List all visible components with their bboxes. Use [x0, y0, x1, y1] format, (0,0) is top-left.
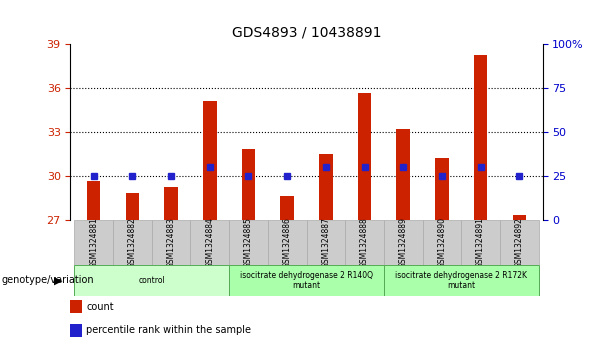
Bar: [474, 55, 487, 220]
Bar: [74, 220, 113, 265]
Text: ▶: ▶: [54, 276, 63, 285]
Text: genotype/variation: genotype/variation: [1, 276, 94, 285]
Bar: [74, 265, 229, 296]
Text: GSM1324882: GSM1324882: [128, 217, 137, 268]
Bar: [319, 154, 333, 220]
Text: GSM1324887: GSM1324887: [321, 217, 330, 268]
Text: count: count: [86, 302, 114, 312]
Bar: [345, 220, 384, 265]
Bar: [191, 220, 229, 265]
Bar: [87, 182, 101, 220]
Bar: [203, 101, 216, 220]
Bar: [384, 265, 539, 296]
Bar: [164, 187, 178, 220]
Bar: [461, 220, 500, 265]
Bar: [435, 158, 449, 220]
Bar: [397, 129, 410, 220]
Bar: [229, 220, 268, 265]
Bar: [126, 193, 139, 220]
Text: GSM1324886: GSM1324886: [283, 217, 292, 268]
Bar: [152, 220, 191, 265]
Bar: [500, 220, 539, 265]
Text: isocitrate dehydrogenase 2 R140Q
mutant: isocitrate dehydrogenase 2 R140Q mutant: [240, 271, 373, 290]
Text: GSM1324884: GSM1324884: [205, 217, 215, 268]
Bar: [242, 149, 255, 220]
Bar: [113, 220, 152, 265]
Text: isocitrate dehydrogenase 2 R172K
mutant: isocitrate dehydrogenase 2 R172K mutant: [395, 271, 527, 290]
Bar: [306, 220, 345, 265]
Bar: [268, 220, 306, 265]
Text: GSM1324885: GSM1324885: [244, 217, 253, 268]
Text: GSM1324883: GSM1324883: [167, 217, 175, 268]
Text: percentile rank within the sample: percentile rank within the sample: [86, 325, 251, 335]
Text: GSM1324881: GSM1324881: [89, 217, 98, 268]
Bar: [358, 93, 371, 220]
Text: GSM1324888: GSM1324888: [360, 217, 369, 268]
Bar: [384, 220, 422, 265]
Text: GSM1324889: GSM1324889: [398, 217, 408, 268]
Bar: [512, 215, 526, 220]
Text: GSM1324891: GSM1324891: [476, 217, 485, 268]
Bar: [422, 220, 461, 265]
Bar: [229, 265, 384, 296]
Text: control: control: [139, 276, 165, 285]
Text: GSM1324892: GSM1324892: [515, 217, 524, 268]
Bar: [280, 196, 294, 220]
Text: GSM1324890: GSM1324890: [438, 217, 446, 268]
Title: GDS4893 / 10438891: GDS4893 / 10438891: [232, 26, 381, 40]
